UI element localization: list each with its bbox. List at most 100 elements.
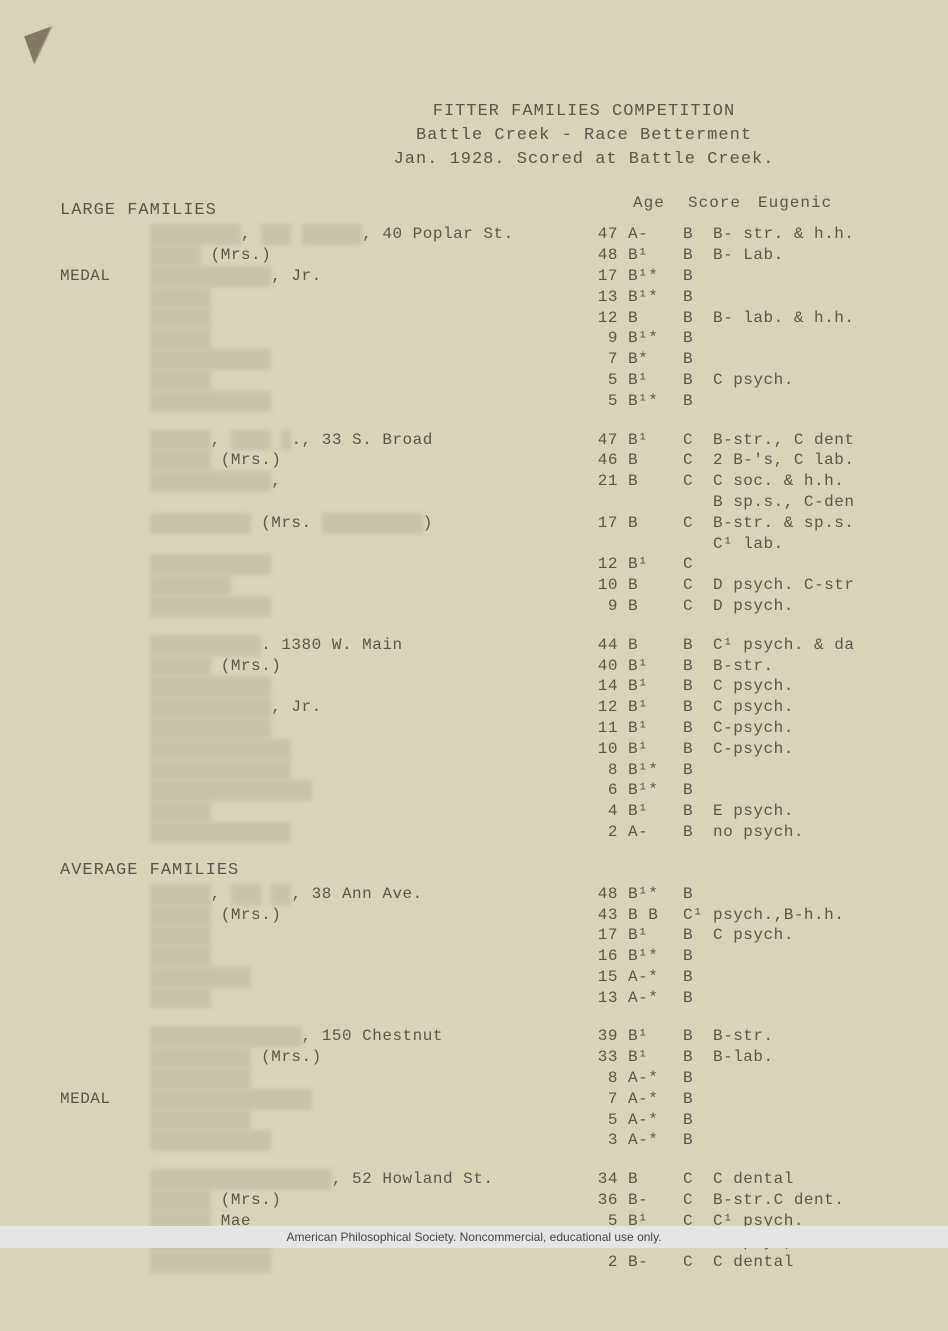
side-label	[60, 1130, 150, 1151]
side-label	[60, 349, 150, 370]
score-value: B¹	[628, 801, 683, 822]
age-value: 34	[573, 1169, 628, 1190]
table-row: MEDAL xxxxxxxxxxxx, Jr.17 B¹*B	[60, 266, 888, 287]
score-value: B¹*	[628, 391, 683, 412]
age-value: 48	[573, 245, 628, 266]
score-value: B¹	[628, 370, 683, 391]
eugenic-value: B	[683, 287, 713, 308]
remarks-value: B- Lab.	[713, 245, 888, 266]
score-value: B¹	[628, 1026, 683, 1047]
side-label	[60, 534, 150, 555]
remarks-value: B-lab.	[713, 1047, 888, 1068]
side-label	[60, 391, 150, 412]
eugenic-value: C	[683, 1169, 713, 1190]
remarks-value	[713, 988, 888, 1009]
age-value: 43	[573, 905, 628, 926]
name-address	[150, 534, 573, 555]
name-address: xxxxxxxxx, xxx xxxxxx, 40 Poplar St.	[150, 224, 573, 245]
side-label	[60, 946, 150, 967]
table-row: xxxxxx13B¹*B	[60, 287, 888, 308]
age-value: 10	[573, 739, 628, 760]
eugenic-value: B	[683, 245, 713, 266]
score-value: B¹	[628, 1047, 683, 1068]
age-value: 5	[573, 370, 628, 391]
age-value: 8	[573, 1068, 628, 1089]
table-row: xxxxxxxxxxxx7B*B	[60, 349, 888, 370]
eugenic-value: B	[683, 1130, 713, 1151]
eugenic-value: C	[683, 1252, 713, 1273]
score-value: A-*	[628, 1130, 683, 1151]
remarks-value	[713, 1068, 888, 1089]
name-address: xxxxxxxxxxxxxxxx	[150, 780, 573, 801]
side-label	[60, 471, 150, 492]
table-row: xxxxxxxxxxxx14B¹BC psych.	[60, 676, 888, 697]
age-value: 47	[573, 430, 628, 451]
col-score: Score	[688, 194, 758, 212]
remarks-value	[713, 780, 888, 801]
eugenic-value: B	[683, 1110, 713, 1131]
side-label	[60, 1190, 150, 1211]
score-value: B	[628, 635, 683, 656]
side-label: MEDAL	[60, 1089, 150, 1110]
side-label	[60, 739, 150, 760]
side-label	[60, 1252, 150, 1273]
score-value: B¹	[628, 718, 683, 739]
eugenic-value: B	[683, 739, 713, 760]
score-value: B	[628, 513, 683, 534]
age-value: 7	[573, 1089, 628, 1110]
side-label	[60, 328, 150, 349]
table-row: xxxxxx (Mrs.)43B BC¹psych.,B-h.h.	[60, 905, 888, 926]
eugenic-value: B	[683, 884, 713, 905]
name-address: xxxxxxxxxxxx	[150, 349, 573, 370]
score-value: B¹*	[628, 266, 683, 287]
remarks-value	[713, 391, 888, 412]
score-value: B B	[628, 905, 683, 926]
remarks-value	[713, 349, 888, 370]
score-value: A-	[628, 224, 683, 245]
name-address: xxxxxxxxxx (Mrs. xxxxxxxxxx)	[150, 513, 573, 534]
eugenic-value: B	[683, 780, 713, 801]
remarks-value: D psych. C-str	[713, 575, 888, 596]
remarks-value	[713, 328, 888, 349]
column-headers: Age Score Eugenic	[633, 194, 888, 212]
table-row: xxxxxx (Mrs.)46BC2 B-'s, C lab.	[60, 450, 888, 471]
table-row: xxxxxxxxxxxxxx10B¹BC-psych.	[60, 739, 888, 760]
age-value: 2	[573, 1252, 628, 1273]
score-value: B	[628, 308, 683, 329]
side-label	[60, 245, 150, 266]
eugenic-value: C	[683, 513, 713, 534]
table-row: xxxxxxxxxxxxxx2A-Bno psych.	[60, 822, 888, 843]
remarks-value: B sp.s., C-den	[713, 492, 888, 513]
age-value: 12	[573, 308, 628, 329]
remarks-value: C¹ psych. & da	[713, 635, 888, 656]
table-row: xxxxxx13A-*B	[60, 988, 888, 1009]
remarks-value	[713, 266, 888, 287]
remarks-value: B-str.	[713, 1026, 888, 1047]
table-row: xxxxxx17B¹BC psych.	[60, 925, 888, 946]
name-address: xxxxxxxxxx (Mrs.)	[150, 1047, 573, 1068]
name-address: xxxxxxxxxxxxxx	[150, 760, 573, 781]
name-address: xxxxxx (Mrs.)	[150, 450, 573, 471]
footer-credit: American Philosophical Society. Noncomme…	[0, 1226, 948, 1248]
eugenic-value: B	[683, 391, 713, 412]
score-value: B¹	[628, 697, 683, 718]
age-value: 9	[573, 328, 628, 349]
score-value: B	[628, 450, 683, 471]
name-address: xxxxxxxxxxxx,	[150, 471, 573, 492]
side-label	[60, 718, 150, 739]
family-block: xxxxxxxxxxx. 1380 W. Main44BBC¹ psych. &…	[60, 635, 888, 843]
score-value: B-	[628, 1252, 683, 1273]
age-value: 7	[573, 349, 628, 370]
side-label	[60, 513, 150, 534]
name-address: xxxxxxxxxxxx	[150, 676, 573, 697]
remarks-value	[713, 1110, 888, 1131]
family-block: xxxxxxxxxxxxxxx, 150 Chestnut39B¹BB-str.…	[60, 1026, 888, 1151]
eugenic-value: C	[683, 596, 713, 617]
age-value: 44	[573, 635, 628, 656]
col-age: Age	[633, 194, 688, 212]
age-value: 5	[573, 1110, 628, 1131]
side-label	[60, 430, 150, 451]
remarks-value: C soc. & h.h.	[713, 471, 888, 492]
score-value: B	[628, 471, 683, 492]
eugenic-value: B	[683, 801, 713, 822]
